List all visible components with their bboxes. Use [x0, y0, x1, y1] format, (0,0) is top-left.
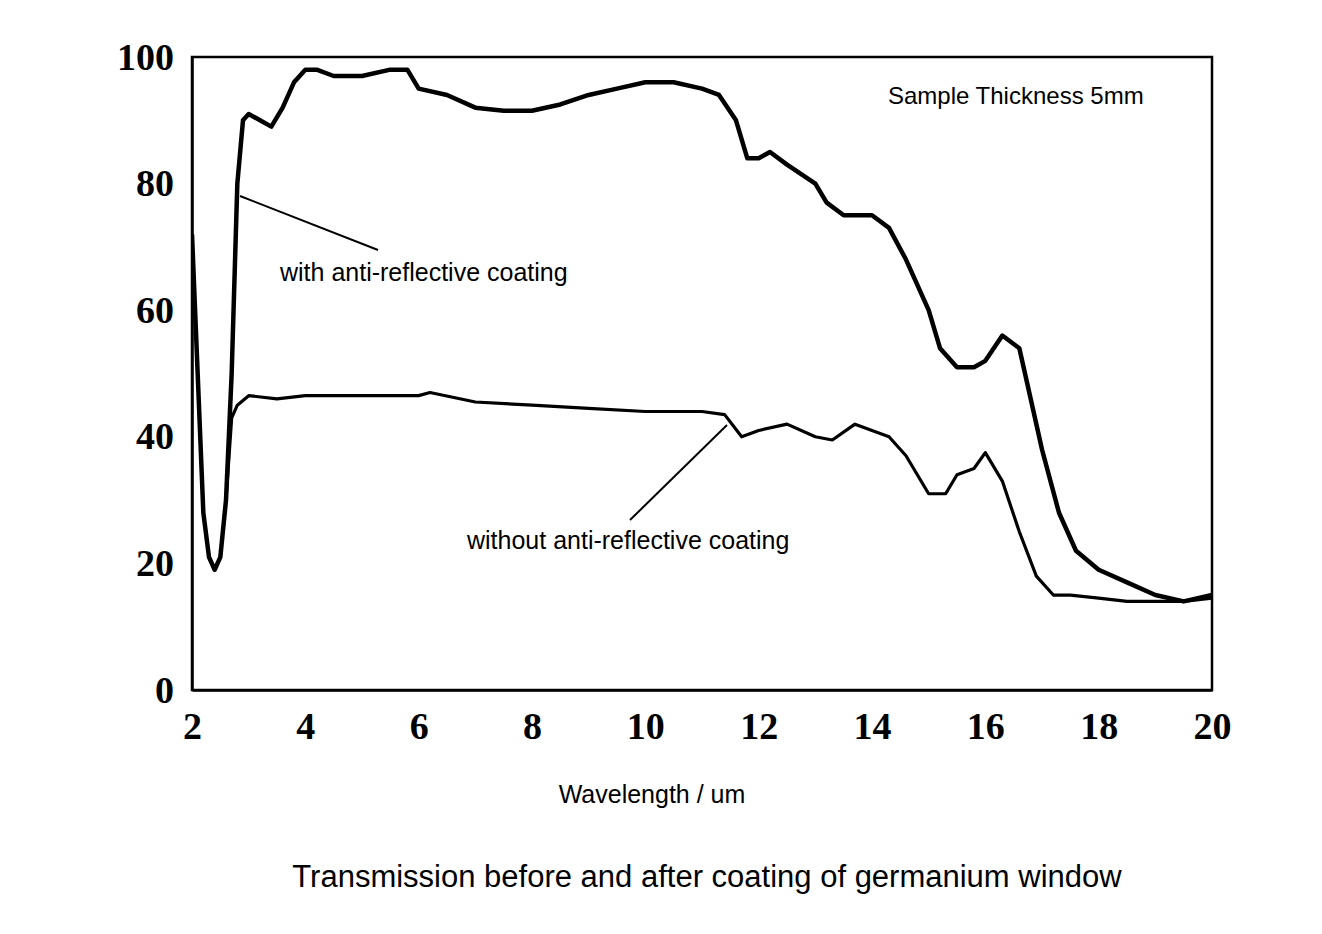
chart: 2 4 6 8 10 12 14 16 18 20 0 20 40 60 80 100 with anti-re…: [0, 0, 1322, 934]
x-axis: 2 4 6 8 10 12 14 16 18 20: [183, 690, 1232, 747]
x-tick: 20: [1194, 690, 1232, 747]
series-label: with anti-reflective coating: [279, 258, 568, 286]
x-tick-label: 2: [183, 705, 202, 747]
y-tick: 80: [136, 162, 192, 204]
y-tick: 20: [136, 542, 192, 584]
x-tick-label: 16: [967, 705, 1005, 747]
chart-title: Transmission before and after coating of…: [292, 859, 1122, 894]
x-tick: 10: [627, 690, 665, 747]
x-tick-label: 18: [1080, 705, 1118, 747]
y-tick-label: 80: [136, 162, 174, 204]
x-tick: 12: [740, 690, 778, 747]
y-tick-label: 40: [136, 415, 174, 457]
plot-frame: [192, 57, 1212, 690]
x-tick: 2: [183, 690, 202, 747]
y-tick: 0: [155, 669, 192, 711]
annotation: Sample Thickness 5mm: [888, 82, 1144, 109]
y-tick-label: 100: [117, 36, 174, 78]
x-axis-title: Wavelength / um: [559, 780, 746, 808]
x-tick: 16: [967, 690, 1005, 747]
x-tick-label: 10: [627, 705, 665, 747]
series-line: [226, 392, 1212, 601]
x-tick-label: 20: [1194, 705, 1232, 747]
x-tick: 18: [1080, 690, 1118, 747]
series-labels: with anti-reflective coating without anti…: [240, 196, 789, 554]
x-tick-label: 12: [740, 705, 778, 747]
series-label: without anti-reflective coating: [466, 526, 789, 554]
series-line: [192, 70, 1212, 602]
y-tick: 60: [136, 289, 192, 331]
x-axis-line: [193, 689, 1213, 692]
y-tick-label: 0: [155, 669, 174, 711]
y-tick-label: 20: [136, 542, 174, 584]
x-tick-label: 4: [296, 705, 315, 747]
y-axis-line: [191, 58, 194, 691]
y-tick-label: 60: [136, 289, 174, 331]
y-tick: 40: [136, 415, 192, 457]
y-axis: 0 20 40 60 80 100: [117, 36, 193, 711]
x-tick-label: 6: [410, 705, 429, 747]
x-tick: 8: [523, 690, 542, 747]
x-tick-label: 14: [854, 705, 892, 747]
plot-area: [192, 70, 1212, 602]
x-tick: 14: [854, 690, 892, 747]
x-tick-label: 8: [523, 705, 542, 747]
x-tick: 4: [296, 690, 315, 747]
x-tick: 6: [410, 690, 429, 747]
leader-line: [630, 425, 727, 520]
leader-line: [240, 196, 378, 250]
y-tick: 100: [117, 36, 192, 78]
